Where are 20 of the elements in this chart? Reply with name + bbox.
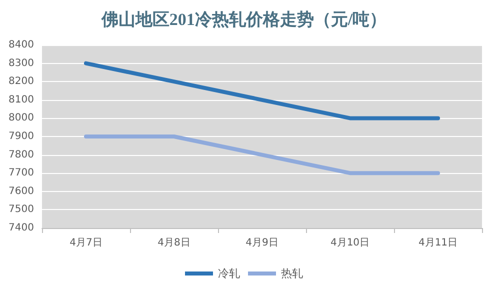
legend-label: 冷轧 (218, 267, 240, 280)
y-tick-label: 8200 (8, 76, 34, 88)
y-tick-label: 7600 (8, 186, 34, 197)
y-tick-label: 7400 (8, 222, 34, 234)
x-tick-label: 4月11日 (418, 238, 458, 248)
x-tick-label: 4月9日 (246, 238, 278, 248)
line-series (84, 61, 440, 120)
chart-title: 佛山地区201冷热轧价格走势（元/吨） (100, 10, 387, 29)
x-tick-label: 4月7日 (70, 238, 102, 248)
y-tick-label: 8300 (8, 58, 34, 69)
y-tick-label: 8400 (8, 40, 34, 50)
y-tick-label: 7500 (8, 204, 34, 216)
y-tick-label: 7900 (8, 131, 34, 142)
x-tick-label: 4月10日 (330, 238, 370, 248)
y-tick-label: 8000 (8, 112, 34, 124)
x-tick-label: 4月8日 (158, 238, 190, 248)
y-tick-label: 7800 (8, 149, 34, 160)
y-tick-label: 8100 (8, 94, 34, 106)
legend-label: 热轧 (281, 267, 303, 280)
y-tick-label: 7700 (8, 168, 34, 179)
